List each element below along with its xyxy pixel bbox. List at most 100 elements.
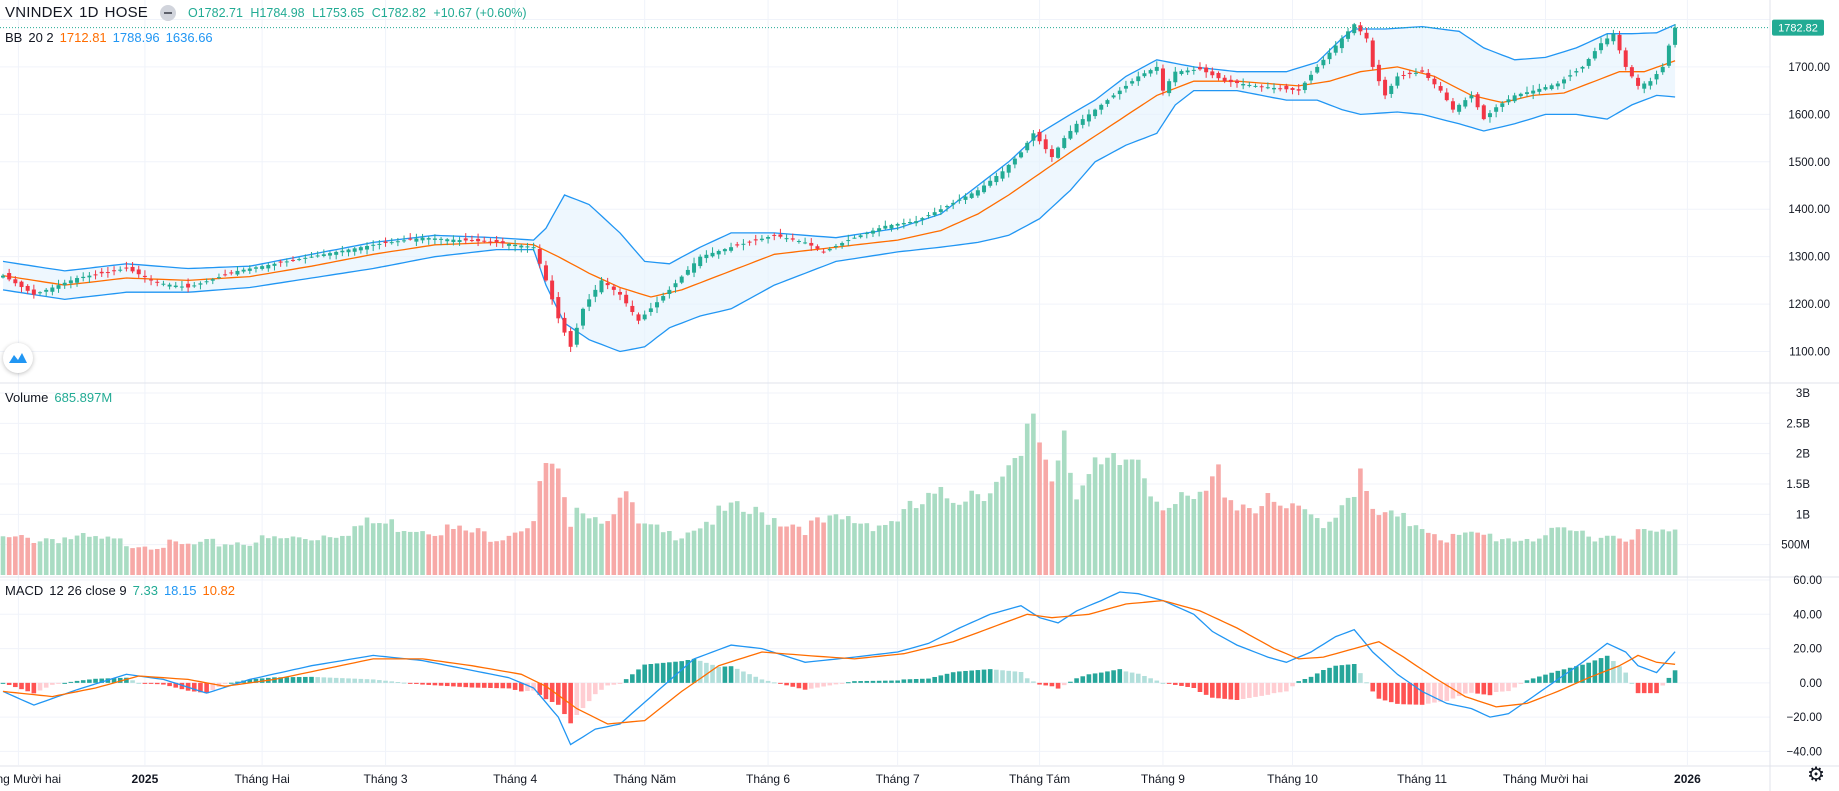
candle-body (1173, 71, 1178, 83)
candle-body (550, 280, 555, 300)
macd-hist-bar (704, 662, 709, 683)
volume-legend[interactable]: Volume 685.897M (5, 390, 112, 405)
candle-body (1648, 81, 1653, 86)
macd-hist-bar (1462, 682, 1468, 694)
candle-body (1642, 83, 1647, 89)
macd-hist-bar (1648, 682, 1653, 694)
macd-hist-bar (1179, 682, 1184, 686)
candle-body (1080, 119, 1085, 125)
bb-upper-value: 1788.96 (112, 30, 160, 45)
time-tick-label: Tháng 9 (1141, 772, 1185, 786)
macd-hist-bar (630, 674, 635, 683)
volume-bar (1648, 530, 1653, 575)
volume-bar (1234, 510, 1240, 575)
volume-bar (43, 538, 49, 575)
volume-bar (1518, 540, 1524, 575)
candle-body (112, 270, 117, 272)
volume-tick-label: 3B (1796, 388, 1810, 400)
macd-hist-bar (556, 682, 561, 705)
candle-body (889, 224, 894, 229)
macd-hist-bar (1549, 672, 1554, 683)
volume-bar (883, 524, 888, 575)
macd-hist-bar (296, 677, 302, 683)
candle-body (93, 274, 98, 276)
volume-bar (1382, 512, 1388, 575)
macd-hist-bar (1617, 666, 1622, 683)
volume-bar (284, 538, 290, 575)
macd-hist-bar (1574, 666, 1579, 683)
volume-bar (204, 539, 209, 575)
volume-bar (6, 537, 12, 575)
candle-body (1265, 87, 1270, 89)
macd-hist-bar (198, 682, 203, 693)
candle-body (19, 281, 24, 288)
candle-body (833, 245, 838, 247)
collapse-legend-icon[interactable] (159, 4, 176, 21)
volume-bar (932, 493, 937, 575)
macd-hist-bar (543, 682, 549, 700)
macd-hist-bar (839, 682, 845, 684)
candle-body (599, 280, 604, 293)
candle-body (136, 269, 141, 275)
candle-body (402, 240, 407, 242)
macd-hist-bar (716, 666, 722, 683)
volume-bar (549, 463, 555, 575)
candle-body (87, 275, 92, 278)
candle-body (241, 269, 246, 272)
macd-hist-bar (932, 676, 937, 683)
candle-body (167, 284, 172, 287)
volume-bar (654, 524, 660, 575)
volume-bar (432, 535, 438, 575)
macd-hist-bar (99, 678, 105, 683)
macd-hist-bar (1512, 682, 1517, 688)
macd-hist-bar (142, 682, 148, 684)
candles (1, 21, 1678, 352)
candle-body (1389, 85, 1394, 94)
candle-body (1666, 45, 1671, 66)
macd-hist-bar (537, 682, 543, 695)
symbol-name[interactable]: VNINDEX (5, 4, 74, 21)
candle-body (1623, 50, 1628, 67)
macd-hist-bar (593, 682, 598, 695)
volume-bar (62, 537, 67, 575)
candle-body (1562, 79, 1567, 84)
candle-body (655, 302, 660, 308)
volume-bar (815, 517, 820, 575)
candle-body (1469, 95, 1474, 99)
macd-hist-bar (722, 666, 728, 683)
interval-label[interactable]: 1D (79, 4, 99, 21)
candle-body (377, 243, 382, 245)
macd-hist-bar (741, 671, 746, 683)
volume-bar (395, 531, 401, 575)
volume-bar (845, 516, 851, 575)
macd-hist-bar (1191, 682, 1197, 688)
macd-hist-bar (1012, 671, 1018, 683)
macd-hist-bar (642, 664, 647, 683)
volume-bar (154, 548, 160, 575)
volume-bar (1635, 529, 1641, 575)
candle-body (13, 279, 18, 284)
volume-bar (957, 504, 962, 575)
candle-body (945, 206, 950, 208)
volume-bar (68, 539, 74, 575)
bb-legend[interactable]: BB 20 2 1712.81 1788.96 1636.66 (5, 30, 213, 45)
macd-hist-bar (148, 682, 154, 684)
macd-legend[interactable]: MACD 12 26 close 9 7.33 18.15 10.82 (5, 583, 235, 598)
volume-bar (259, 535, 265, 575)
macd-hist-bar (605, 682, 610, 686)
volume-bar (623, 491, 629, 575)
candle-body (1555, 83, 1560, 87)
volume-bar (56, 543, 61, 575)
volume-bar (444, 524, 450, 575)
candle-body (482, 240, 487, 242)
tradingview-logo-icon[interactable] (3, 343, 33, 373)
macd-hist-bar (389, 681, 395, 683)
settings-gear-icon[interactable]: ⚙ (1807, 764, 1825, 786)
volume-bar (457, 525, 462, 575)
volume-bar (161, 547, 166, 575)
macd-hist-bar (1388, 682, 1394, 703)
macd-hist-bar (87, 679, 92, 683)
candle-body (340, 250, 345, 253)
volume-bar (389, 519, 395, 575)
